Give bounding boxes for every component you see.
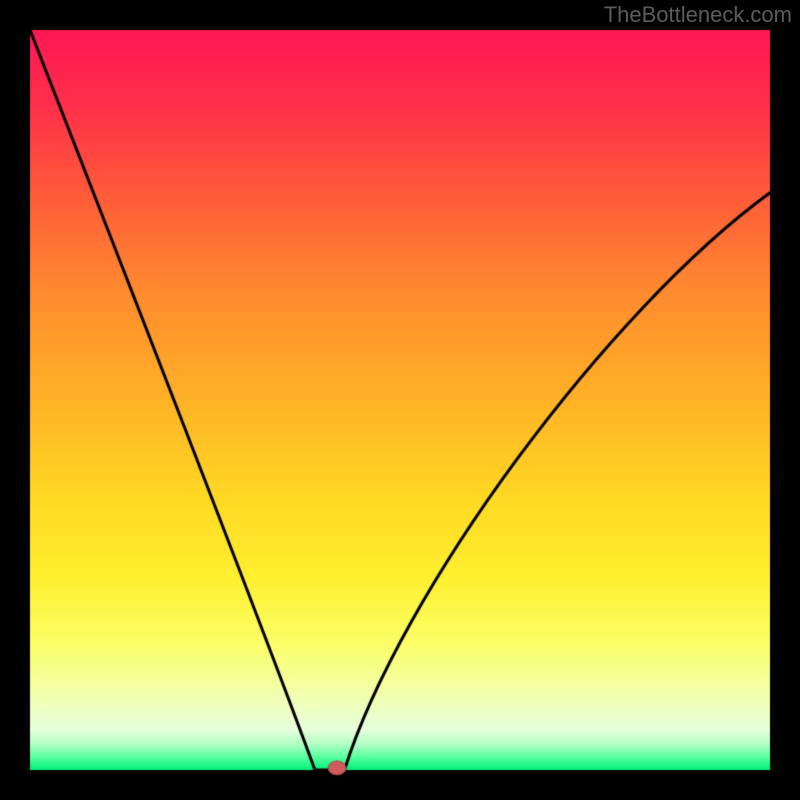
bottleneck-curve-canvas [0,0,800,800]
chart-stage: TheBottleneck.com [0,0,800,800]
